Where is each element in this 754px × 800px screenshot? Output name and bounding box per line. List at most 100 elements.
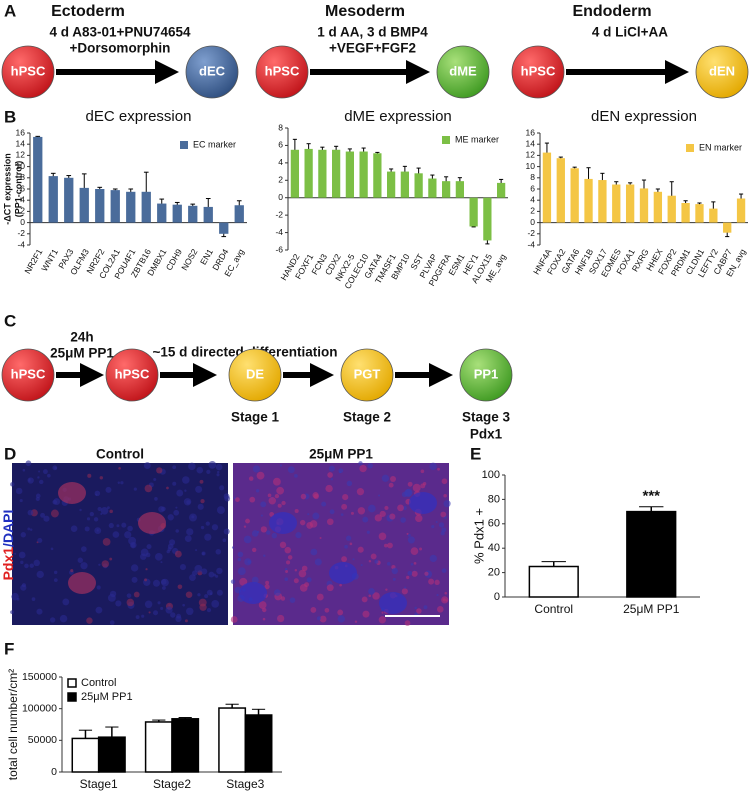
bar bbox=[144, 721, 173, 773]
speckle bbox=[388, 482, 394, 488]
speckle bbox=[96, 585, 101, 590]
speckle bbox=[184, 535, 192, 543]
legend-label: EC marker bbox=[193, 139, 236, 149]
bar bbox=[400, 171, 409, 198]
speckle bbox=[19, 498, 23, 503]
speckle bbox=[281, 500, 286, 506]
y-tick-label: -6 bbox=[275, 244, 283, 254]
speckle bbox=[326, 518, 334, 526]
speckle bbox=[391, 567, 398, 575]
bar bbox=[570, 168, 579, 223]
speckle bbox=[358, 461, 363, 466]
node-label: hPSC bbox=[521, 63, 556, 78]
speckle bbox=[357, 546, 364, 553]
speckle bbox=[70, 569, 74, 573]
speckle bbox=[262, 617, 266, 621]
speckle bbox=[429, 554, 437, 563]
bar bbox=[110, 190, 120, 223]
speckle bbox=[152, 579, 160, 587]
speckle bbox=[195, 549, 198, 552]
speckle bbox=[435, 520, 438, 524]
speckle bbox=[381, 474, 390, 482]
speckle bbox=[86, 517, 91, 521]
speckle bbox=[39, 479, 44, 485]
bar bbox=[345, 151, 354, 198]
speckle bbox=[175, 615, 182, 622]
speckle bbox=[200, 525, 205, 530]
speckle bbox=[362, 516, 369, 523]
bar bbox=[244, 714, 273, 773]
speckle bbox=[316, 593, 324, 601]
speckle bbox=[29, 528, 33, 531]
speckle bbox=[309, 520, 318, 528]
speckle bbox=[437, 467, 440, 471]
speckle bbox=[258, 601, 267, 609]
speckle bbox=[423, 605, 428, 610]
speckle bbox=[434, 579, 440, 586]
speckle bbox=[200, 498, 205, 504]
speckle bbox=[416, 608, 422, 614]
speckle bbox=[98, 563, 101, 566]
y-tick-label: 2 bbox=[20, 206, 25, 216]
speckle bbox=[378, 532, 387, 541]
speckle bbox=[79, 508, 82, 512]
diagram-title: Endoderm bbox=[572, 3, 651, 20]
bar bbox=[33, 136, 43, 223]
speckle bbox=[279, 464, 283, 467]
speckle bbox=[133, 487, 137, 491]
node-circle bbox=[185, 45, 239, 99]
node-label: hPSC bbox=[115, 366, 150, 381]
speckle bbox=[206, 608, 212, 613]
bar bbox=[234, 205, 244, 223]
speckle bbox=[144, 600, 153, 609]
cell-cluster bbox=[138, 512, 166, 534]
speckle bbox=[265, 580, 270, 585]
speckle bbox=[109, 557, 113, 561]
speckle bbox=[152, 610, 159, 616]
speckle bbox=[49, 617, 56, 623]
y-tick-label: -4 bbox=[275, 227, 283, 237]
speckle bbox=[118, 466, 121, 470]
speckle bbox=[442, 598, 446, 602]
speckle bbox=[312, 492, 319, 499]
bar bbox=[188, 205, 198, 223]
y-tick-label: 4 bbox=[20, 194, 25, 204]
speckle bbox=[289, 597, 296, 603]
speckle bbox=[50, 547, 54, 551]
speckle bbox=[255, 489, 260, 493]
bar bbox=[387, 171, 396, 198]
speckle bbox=[20, 532, 27, 538]
speckle bbox=[407, 570, 413, 576]
speckle bbox=[356, 488, 365, 496]
y-tick-label: -2 bbox=[527, 228, 535, 238]
speckle bbox=[100, 512, 103, 515]
speckle bbox=[346, 480, 353, 487]
y-axis-label: -ΔCT expression bbox=[2, 153, 12, 225]
speckle bbox=[99, 476, 104, 480]
speckle bbox=[342, 494, 349, 501]
node-circle bbox=[105, 348, 159, 402]
speckle bbox=[201, 552, 205, 556]
speckle bbox=[287, 555, 293, 560]
bar bbox=[469, 197, 478, 227]
speckle bbox=[350, 511, 354, 515]
speckle bbox=[314, 558, 322, 566]
speckle bbox=[411, 570, 418, 577]
speckle bbox=[216, 567, 223, 575]
x-tick-label: Stage1 bbox=[80, 777, 118, 791]
speckle bbox=[392, 577, 396, 581]
y-axis-label: total cell number/cm² bbox=[6, 669, 20, 780]
speckle bbox=[441, 568, 447, 574]
speckle bbox=[329, 509, 335, 515]
speckle bbox=[429, 462, 437, 471]
legend-swatch bbox=[180, 141, 188, 149]
legend-label: 25μM PP1 bbox=[81, 691, 133, 703]
speckle bbox=[35, 496, 40, 501]
speckle bbox=[415, 514, 423, 523]
speckle bbox=[389, 513, 396, 520]
speckle bbox=[36, 608, 43, 615]
y-tick-label: 6 bbox=[530, 183, 535, 193]
node-label: dME bbox=[449, 63, 477, 78]
bar bbox=[681, 203, 690, 223]
y-tick-label: 6 bbox=[20, 183, 25, 193]
